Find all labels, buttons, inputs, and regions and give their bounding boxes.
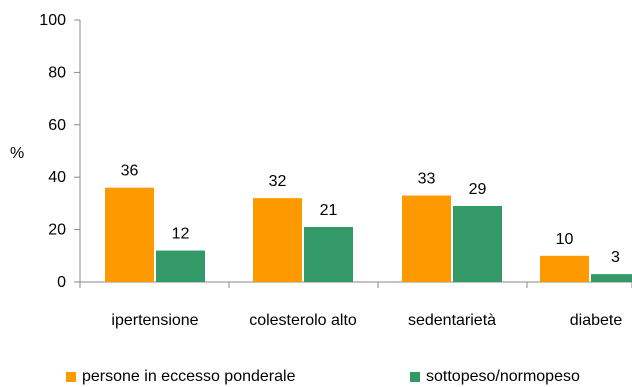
legend-item-series-2: sottopeso/normopeso [410,368,580,386]
bar-sottopeso-normopeso-0 [156,250,205,282]
data-label: 29 [469,181,487,198]
bar-sottopeso-normopeso-3 [591,274,632,282]
y-ticks: 0 20 40 60 80 100 [39,12,80,291]
bar-sottopeso-normopeso-1 [304,226,353,282]
data-label: 3 [611,249,620,266]
data-label: 32 [269,173,287,190]
category-label: ipertensione [111,312,198,329]
data-label: 36 [121,163,139,180]
legend-item-series-1: persone in eccesso ponderale [66,368,295,386]
category-labels: ipertensione colesterolo alto sedentarietà… [79,282,632,329]
y-axis-label: % [10,145,24,162]
axes [79,20,632,283]
y-tick-label: 100 [39,12,66,29]
category-label: sedentarietà [408,312,496,329]
y-tick-label: 80 [48,64,66,81]
legend: persone in eccesso ponderale sottopeso/n… [0,368,632,387]
data-label: 33 [418,171,436,188]
bar-eccesso-ponderale-3 [540,255,589,282]
bars [105,187,632,282]
bar-chart: % 0 20 40 60 80 100 36 32 33 10 12 21 29 3 ipertensi… [10,12,632,329]
data-label: 21 [320,202,338,219]
legend-label-series-2: sottopeso/normopeso [426,368,580,385]
legend-swatch-series-1 [66,372,76,382]
data-labels: 36 32 33 10 12 21 29 3 [121,163,620,266]
legend-label-series-1: persone in eccesso ponderale [82,368,296,385]
category-label: diabete [570,312,623,329]
y-tick-label: 60 [48,117,66,134]
bar-eccesso-ponderale-0 [105,187,154,282]
bar-eccesso-ponderale-2 [402,195,451,282]
data-label: 12 [172,226,190,243]
data-label: 10 [556,231,574,248]
y-tick-label: 0 [57,274,66,291]
category-label: colesterolo alto [249,312,357,329]
y-tick-label: 40 [48,169,66,186]
y-tick-label: 20 [48,222,66,239]
legend-swatch-series-2 [410,372,420,382]
bar-sottopeso-normopeso-2 [453,206,502,282]
bar-eccesso-ponderale-1 [253,198,302,282]
